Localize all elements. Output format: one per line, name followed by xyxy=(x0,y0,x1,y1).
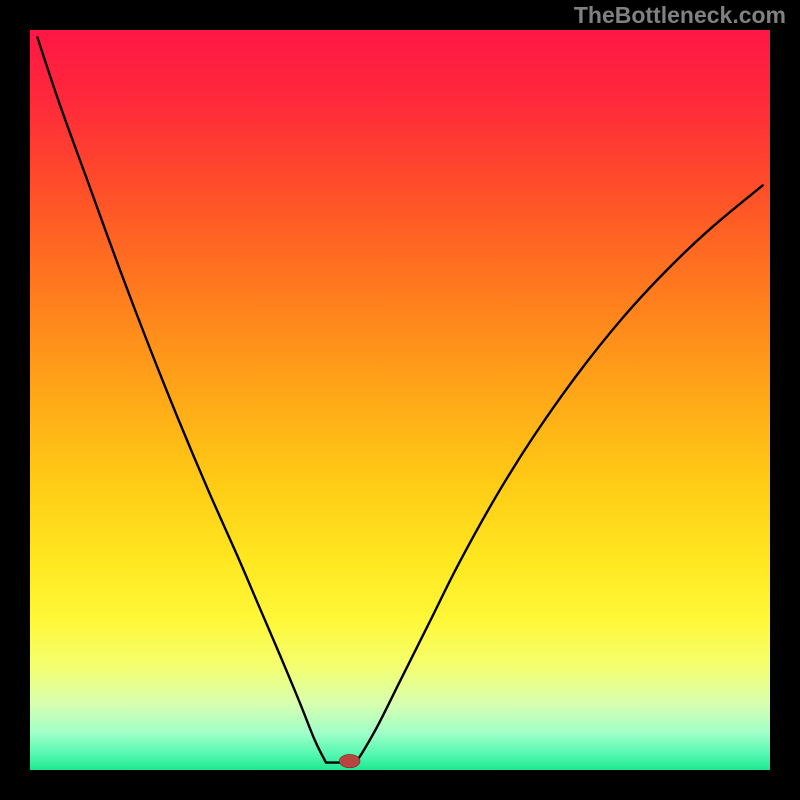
chart-container: TheBottleneck.com xyxy=(0,0,800,800)
watermark-text: TheBottleneck.com xyxy=(574,2,786,29)
gradient-background xyxy=(30,30,770,770)
optimum-marker xyxy=(339,754,360,767)
chart-svg xyxy=(0,0,800,800)
